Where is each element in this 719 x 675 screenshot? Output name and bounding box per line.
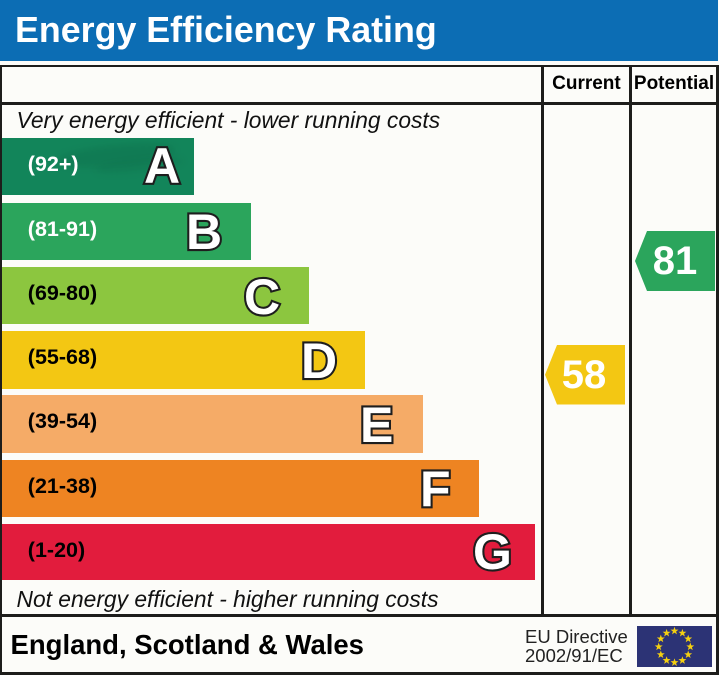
svg-text:58: 58: [562, 353, 607, 397]
svg-text:81: 81: [653, 239, 698, 283]
